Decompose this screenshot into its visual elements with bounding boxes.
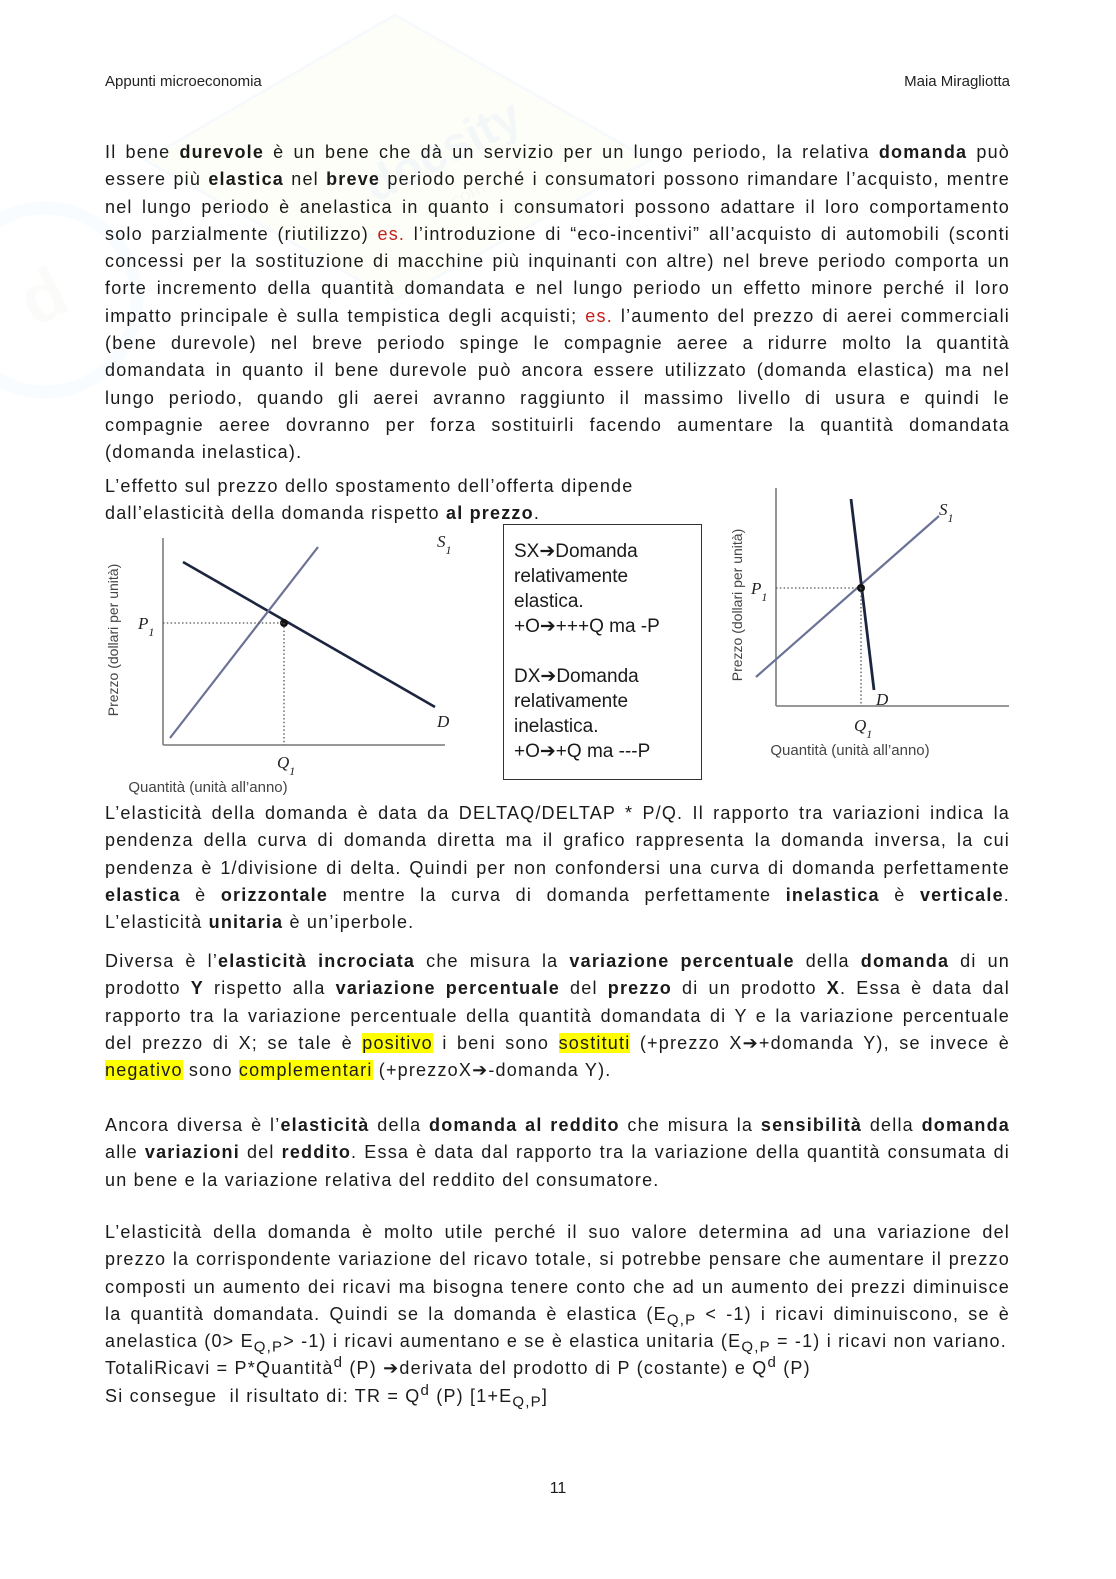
svg-text:D: D	[875, 690, 889, 709]
svg-text:S1: S1	[939, 500, 954, 525]
svg-text:Prezzo (dollari per unità): Prezzo (dollari per unità)	[730, 529, 745, 682]
svg-text:D: D	[436, 712, 450, 731]
svg-text:Quantità (unità all’anno): Quantità (unità all’anno)	[128, 779, 287, 795]
svg-text:Q1: Q1	[854, 716, 872, 741]
svg-text:S1: S1	[437, 535, 452, 557]
svg-text:P1: P1	[750, 579, 767, 604]
svg-text:Quantità (unità all’anno): Quantità (unità all’anno)	[770, 742, 929, 759]
svg-text:P1: P1	[137, 614, 154, 639]
svg-text:Q1: Q1	[277, 753, 295, 778]
svg-text:d: d	[6, 252, 80, 341]
svg-text:Prezzo (dollari per unità): Prezzo (dollari per unità)	[105, 564, 121, 717]
